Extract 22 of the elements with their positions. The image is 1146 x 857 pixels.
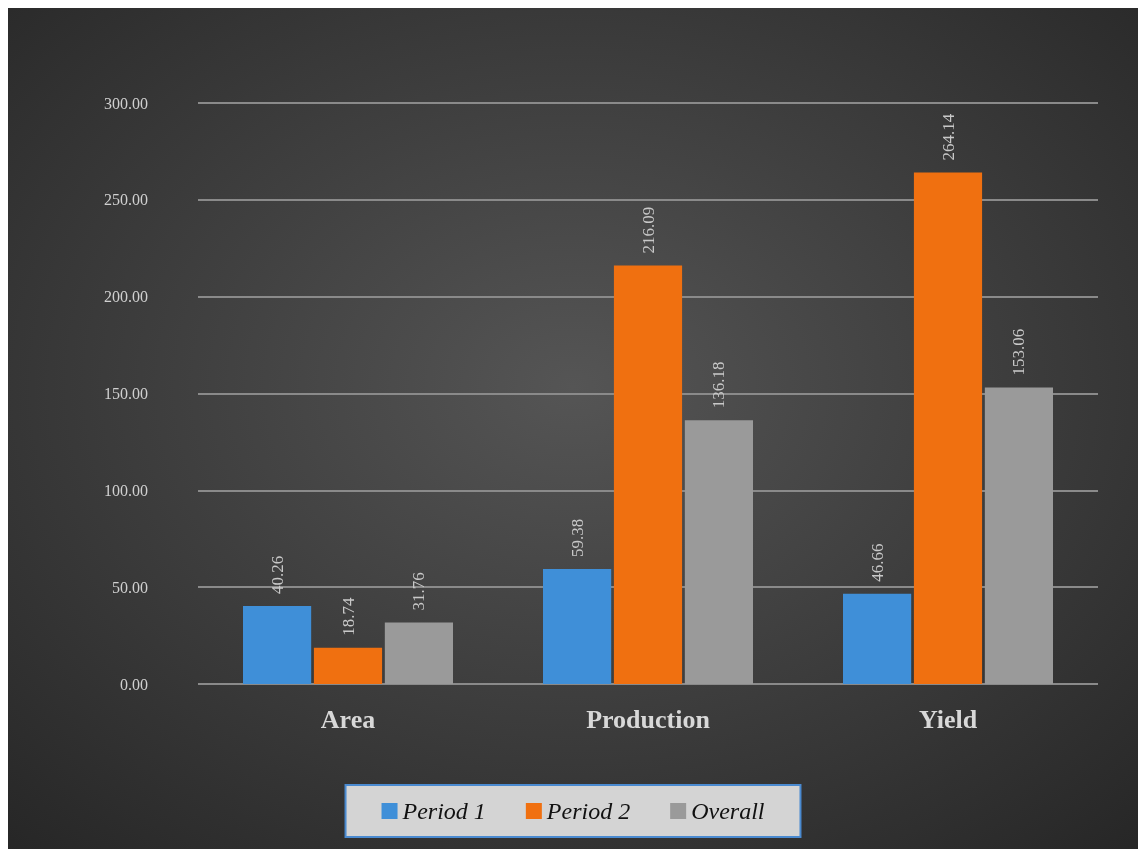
data-label: 136.18 xyxy=(709,361,729,409)
y-tick-label: 150.00 xyxy=(104,385,148,402)
y-tick-label: 200.00 xyxy=(104,288,148,306)
y-tick-label: 300.00 xyxy=(104,94,148,112)
data-label: 216.09 xyxy=(638,206,658,254)
y-tick-label: 250.00 xyxy=(104,191,148,209)
data-label: 59.38 xyxy=(567,518,587,557)
data-label: 18.74 xyxy=(338,596,358,636)
y-tick-label: 50.00 xyxy=(112,578,148,596)
legend-label: Overall xyxy=(691,798,765,824)
data-label: 31.76 xyxy=(409,572,429,611)
y-tick-label: 100.00 xyxy=(104,481,148,499)
x-tick-label: Production xyxy=(586,704,711,734)
data-label: 46.66 xyxy=(867,543,887,582)
legend-label: Period 1 xyxy=(401,798,486,824)
y-tick-label: 0.00 xyxy=(120,675,148,693)
data-label: 153.06 xyxy=(1009,328,1029,376)
x-tick-label: Yield xyxy=(918,704,978,734)
x-tick-label: Area xyxy=(320,704,376,734)
legend-label: Period 2 xyxy=(545,798,631,824)
data-label: 264.14 xyxy=(938,113,958,161)
data-label: 40.26 xyxy=(267,555,287,595)
